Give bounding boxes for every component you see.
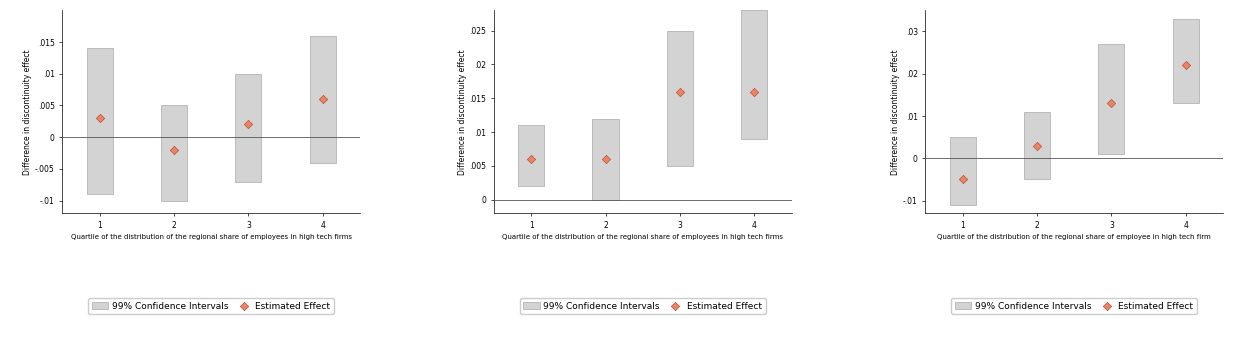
- Point: [595, 157, 615, 162]
- Legend: 99% Confidence Intervals, Estimated Effect: 99% Confidence Intervals, Estimated Effe…: [951, 298, 1197, 314]
- Point: [670, 89, 690, 94]
- Bar: [161, 106, 187, 201]
- Point: [313, 96, 333, 102]
- Bar: [310, 36, 336, 163]
- Point: [744, 89, 764, 94]
- Bar: [1173, 19, 1199, 103]
- Bar: [666, 31, 693, 166]
- Bar: [593, 119, 619, 200]
- Bar: [236, 74, 261, 182]
- Point: [1176, 63, 1196, 68]
- Point: [238, 122, 258, 127]
- Y-axis label: Difference in discontinuity effect: Difference in discontinuity effect: [24, 49, 32, 175]
- Bar: [86, 49, 112, 194]
- Legend: 99% Confidence Intervals, Estimated Effect: 99% Confidence Intervals, Estimated Effe…: [520, 298, 765, 314]
- Point: [1027, 143, 1047, 148]
- X-axis label: Quartile of the distribution of the regional share of employees in high tech fir: Quartile of the distribution of the regi…: [71, 234, 352, 240]
- Bar: [741, 10, 768, 139]
- Bar: [950, 137, 976, 205]
- Bar: [1025, 112, 1050, 180]
- X-axis label: Quartile of the distribution of the regional share of employees in high tech fir: Quartile of the distribution of the regi…: [502, 234, 784, 240]
- Point: [522, 157, 542, 162]
- Y-axis label: Difference in discontinuity effect: Difference in discontinuity effect: [891, 49, 900, 175]
- Point: [90, 115, 110, 121]
- Point: [163, 147, 183, 153]
- X-axis label: Quartile of the distribution of the regional share of employee in high tech firm: Quartile of the distribution of the regi…: [937, 234, 1211, 240]
- Bar: [1098, 44, 1124, 154]
- Point: [1102, 100, 1122, 106]
- Y-axis label: Difference in discontinuity effect: Difference in discontinuity effect: [458, 49, 467, 175]
- Point: [952, 177, 972, 182]
- Bar: [518, 125, 544, 186]
- Legend: 99% Confidence Intervals, Estimated Effect: 99% Confidence Intervals, Estimated Effe…: [89, 298, 334, 314]
